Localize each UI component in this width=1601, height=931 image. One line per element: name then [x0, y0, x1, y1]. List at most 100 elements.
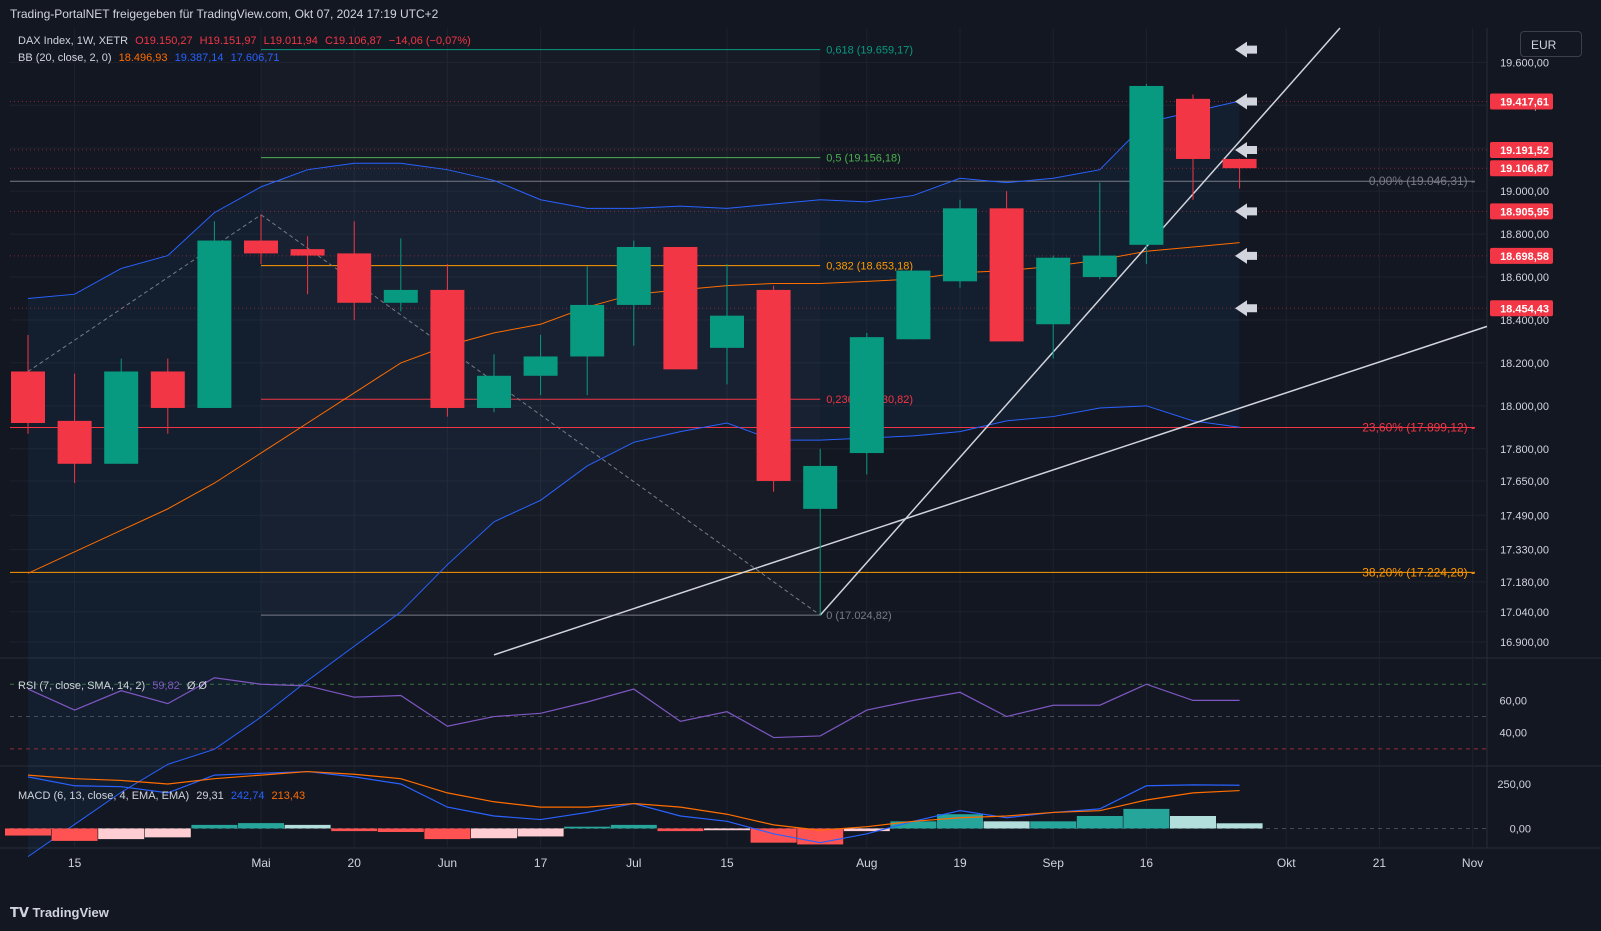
rsi-line — [27, 677, 1240, 739]
arrow-marker-icon — [1235, 300, 1257, 317]
macd-histogram-bar — [1030, 821, 1077, 829]
time-axis-tick: Jul — [626, 856, 641, 870]
rising-trendline — [819, 27, 1341, 616]
candle-body — [383, 289, 418, 303]
macd-histogram-bar — [564, 826, 611, 829]
rsi-legend: RSI (7, close, SMA, 14, 2) 59,82 Ø Ø — [18, 680, 211, 692]
candle-body — [756, 289, 791, 481]
candle-body — [849, 337, 884, 454]
high-value: H19.151,97 — [199, 35, 257, 47]
price-axis-tick: 17.490,00 — [1500, 510, 1549, 522]
price-axis-tick: 18.200,00 — [1500, 358, 1549, 370]
candle-body — [477, 375, 511, 408]
macd-histogram-bar — [843, 828, 890, 832]
price-label-box — [1490, 300, 1553, 317]
candle-body — [663, 246, 698, 370]
time-axis-tick: 15 — [68, 856, 82, 870]
price-label-box — [1490, 142, 1553, 159]
candle-body — [337, 253, 372, 303]
macd-histogram-bar — [750, 828, 797, 843]
price-label-text: 19.191,52 — [1500, 145, 1549, 157]
rsi-extra: Ø Ø — [186, 680, 207, 692]
tradingview-logo: 𝗧𝗩 TradingView — [10, 905, 109, 921]
arrow-marker-icon — [1235, 247, 1257, 264]
macd-histogram-bar — [704, 828, 750, 831]
time-axis-tick: 16 — [1140, 856, 1154, 870]
macd-axis-tick: 250,00 — [1497, 779, 1531, 791]
currency-button[interactable]: EUR — [1520, 31, 1582, 57]
bb-basis-value: 18.496,93 — [118, 52, 168, 64]
price-label-box — [1490, 247, 1553, 264]
macd-histogram-bar — [284, 824, 331, 829]
candle-body — [1082, 255, 1117, 278]
candle-body — [943, 208, 977, 282]
symbol-label[interactable]: DAX Index, 1W, XETR — [18, 35, 129, 47]
time-axis-tick: 17 — [534, 856, 548, 870]
macd-histogram-bar — [238, 823, 284, 829]
rsi-axis-tick: 60,00 — [1499, 695, 1527, 707]
candle-body — [104, 371, 139, 464]
price-axis-tick: 18.800,00 — [1500, 229, 1549, 241]
low-value: L19.011,94 — [263, 35, 318, 47]
time-axis-tick: 15 — [720, 856, 734, 870]
macd-axis-tick: 0,00 — [1510, 823, 1531, 835]
open-value: O19.150,27 — [135, 35, 193, 47]
price-label-box — [1490, 203, 1553, 220]
candle-body — [57, 420, 92, 464]
macd-label[interactable]: MACD (6, 13, close, 4, EMA, EMA) — [18, 790, 190, 802]
footer-bar — [0, 903, 1601, 931]
price-axis-tick: 16.900,00 — [1500, 637, 1549, 649]
time-axis-tick: Aug — [856, 856, 877, 870]
fib-level-label: 0,618 (19.659,17) — [826, 45, 913, 57]
macd-signal-line — [27, 770, 1240, 831]
rsi-value: 59,82 — [152, 680, 180, 692]
price-label-text: 18.454,43 — [1500, 303, 1549, 315]
macd-histogram-bar — [610, 824, 657, 829]
price-axis-tick: 17.330,00 — [1500, 545, 1549, 557]
macd-histogram-bar — [377, 828, 424, 832]
candle-body — [244, 240, 278, 254]
price-axis-tick: 18.600,00 — [1500, 272, 1549, 284]
price-axis-tick: 17.800,00 — [1500, 444, 1549, 456]
macd-histogram-bar — [191, 824, 238, 829]
price-label-text: 18.905,95 — [1500, 206, 1549, 218]
fib-extension-label: 38,20% (17.224,28) - — [1362, 565, 1475, 579]
candle-body — [1036, 257, 1071, 325]
price-label-box — [1490, 93, 1553, 110]
fib-level-label: 0 (17.024,82) — [826, 610, 891, 622]
close-value: C19.106,87 — [324, 35, 382, 47]
chart-header-title: Trading-PortalNET freigegeben für Tradin… — [0, 0, 1601, 28]
bb-label[interactable]: BB (20, close, 2, 0) — [18, 52, 112, 64]
candle-body — [1222, 158, 1257, 169]
price-axis-tick: 18.000,00 — [1500, 401, 1549, 413]
time-axis-tick: Jun — [438, 856, 457, 870]
price-label-text: 19.106,87 — [1500, 163, 1549, 175]
fib-extension-label: 0,00% (19.046,31) - — [1369, 174, 1475, 188]
candle-body — [803, 465, 838, 509]
macd-histogram-bar — [983, 821, 1030, 829]
fib-extension-label: 23,60% (17.899,12) - — [1362, 420, 1475, 434]
time-axis-tick: 19 — [953, 856, 967, 870]
rsi-label[interactable]: RSI (7, close, SMA, 14, 2) — [18, 680, 146, 692]
time-axis-tick: Nov — [1462, 856, 1483, 870]
macd-line-value: 242,74 — [230, 790, 265, 802]
change-value: −14,06 (−0,07%) — [388, 35, 471, 47]
price-label-text: 19.417,61 — [1500, 97, 1549, 109]
candle-body — [616, 246, 651, 305]
price-axis-tick: 19.000,00 — [1500, 186, 1549, 198]
macd-histogram-bar — [797, 828, 844, 845]
candle-body — [11, 371, 45, 424]
arrow-marker-icon — [1235, 41, 1257, 58]
time-axis-tick: Sep — [1043, 856, 1065, 870]
brand-label: TradingView — [32, 905, 109, 920]
price-axis-tick: 17.650,00 — [1500, 476, 1549, 488]
arrow-marker-icon — [1235, 93, 1257, 110]
support-trendline — [493, 325, 1488, 656]
time-axis-tick: Mai — [251, 856, 270, 870]
macd-legend: MACD (6, 13, close, 4, EMA, EMA) 29,31 2… — [18, 790, 309, 802]
bb-lower-value: 17.606,71 — [230, 52, 280, 64]
time-axis-tick: Okt — [1277, 856, 1296, 870]
fib-level-label: 0,382 (18.653,18) — [826, 261, 913, 273]
candle-body — [989, 208, 1024, 342]
